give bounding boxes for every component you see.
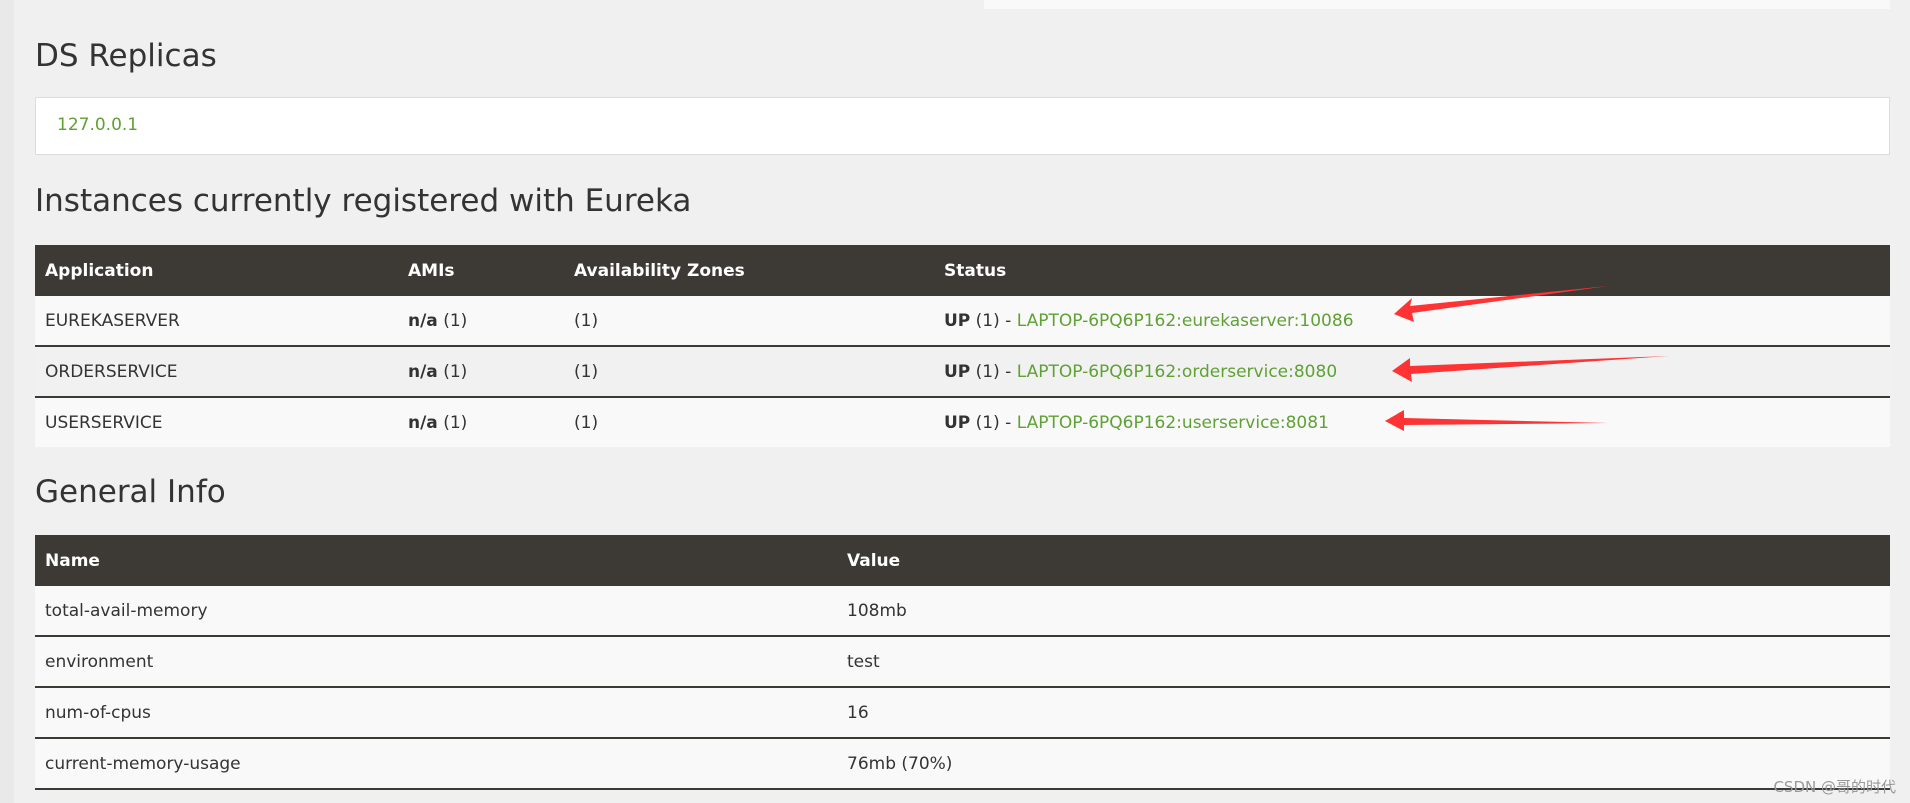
arrow-icon [1394,286,1608,322]
info-name: total-avail-memory [35,586,837,637]
info-name: environment [35,636,837,688]
table-header: Name Value [35,535,1890,586]
table-header: Application AMIs Availability Zones Stat… [35,245,1890,296]
zones: (1) [564,296,934,346]
info-value: 16 [837,687,1890,739]
table-row: environment test [35,636,1890,688]
col-zones: Availability Zones [564,245,934,296]
instance-link[interactable]: LAPTOP-6PQ6P162:eurekaserver:10086 [1016,310,1354,331]
col-status: Status [934,245,1890,296]
info-name: current-memory-usage [35,738,837,790]
arrow-icon [1392,356,1669,382]
info-value: 108mb [837,586,1890,637]
amis: n/a (1) [398,296,564,346]
zones: (1) [564,396,934,447]
table-row: USERSERVICE n/a (1) (1) UP (1) - LAPTOP-… [35,396,1890,447]
table-row: num-of-cpus 16 [35,687,1890,739]
app-name: USERSERVICE [35,396,398,447]
instances-heading: Instances currently registered with Eure… [35,183,692,219]
table-row: EUREKASERVER n/a (1) (1) UP (1) - LAPTOP… [35,296,1890,346]
table-row: total-avail-memory 108mb [35,586,1890,637]
status: UP (1) - LAPTOP-6PQ6P162:userservice:808… [934,396,1890,447]
arrow-icon [1385,410,1608,431]
app-name: ORDERSERVICE [35,345,398,397]
amis: n/a (1) [398,396,564,447]
info-value: test [837,636,1890,688]
top-panel-edge [984,0,1890,9]
general-info-table: Name Value total-avail-memory 108mb envir… [35,535,1890,790]
app-name: EUREKASERVER [35,296,398,346]
instance-link[interactable]: LAPTOP-6PQ6P162:userservice:8081 [1016,412,1329,433]
page-margin [0,0,14,803]
info-value: 76mb (70%) [837,738,1890,790]
replicas-list: 127.0.0.1 [35,97,1890,155]
replica-link[interactable]: 127.0.0.1 [57,115,139,135]
zones: (1) [564,345,934,397]
table-row: current-memory-usage 76mb (70%) [35,738,1890,790]
instance-link[interactable]: LAPTOP-6PQ6P162:orderservice:8080 [1016,361,1338,382]
info-name: num-of-cpus [35,687,837,739]
col-application: Application [35,245,398,296]
col-name: Name [35,535,837,586]
ds-replicas-heading: DS Replicas [35,38,217,74]
col-amis: AMIs [398,245,564,296]
watermark: CSDN @哥的时代 [1773,778,1896,796]
general-info-heading: General Info [35,474,226,510]
amis: n/a (1) [398,345,564,397]
col-value: Value [837,535,1890,586]
